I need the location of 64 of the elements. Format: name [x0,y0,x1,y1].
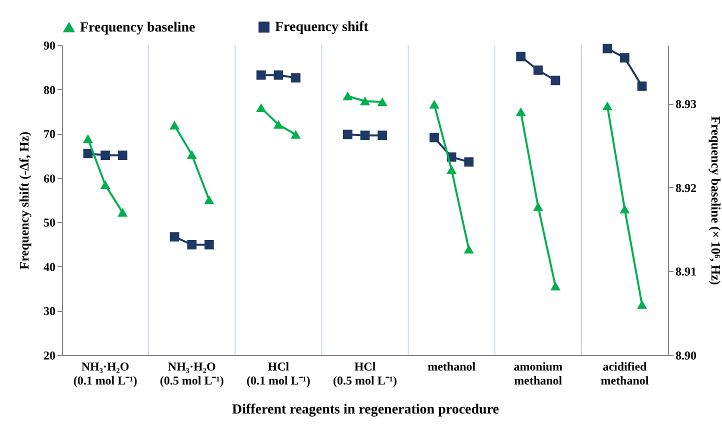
point [602,44,612,54]
point [430,100,439,109]
point [620,205,630,214]
point [550,282,560,290]
y2-tick-label: 8.93 [676,97,696,112]
point [100,150,110,160]
x-tick-label: acidified methanol [600,360,650,388]
x-tick-label: HCl (0.1 mol L⁻¹) [246,360,310,388]
point [274,70,284,80]
point [516,52,526,62]
point [637,300,647,309]
point [378,130,387,140]
point [204,240,214,250]
y-tick-label: 70 [44,127,56,142]
point [464,245,474,254]
point [256,70,266,80]
y-tick-label: 80 [44,82,56,97]
point [100,180,110,190]
y2-axis-title: Frequency baseline (× 10⁶, Hz) [708,116,722,285]
x-tick-label: NH₃·H₂O (0.5 mol L⁻¹) [160,360,224,388]
point [83,134,93,143]
point [170,121,180,130]
point [637,82,647,91]
y-tick-label: 50 [44,216,56,230]
point [533,66,543,75]
point [620,53,630,63]
point [464,157,474,167]
point [256,104,266,112]
y-axis-title: Frequency shift (-Δf, Hz) [16,132,32,270]
y2-tick-label: 8.91 [676,264,696,279]
point [343,130,352,140]
y-tick-label: 30 [44,304,56,318]
x-tick-label: methanol [428,360,476,374]
y-tick-label: 20 [44,348,56,362]
point [446,166,456,174]
point [360,130,370,140]
point [533,202,543,211]
point [291,73,300,82]
point [602,102,612,110]
point [516,108,526,116]
y-tick-label: 40 [44,260,56,274]
x-tick-label: NH₃·H₂O (0.1 mol L⁻¹) [73,360,138,388]
y-tick-label: 90 [44,38,56,52]
point [360,97,370,106]
point [204,196,214,204]
point [118,208,128,217]
point [187,240,197,250]
y2-tick-label: 8.92 [676,180,696,195]
point [187,150,197,159]
point [291,130,300,139]
point [170,232,180,242]
point [378,98,387,106]
x-tick-label: HCl (0.5 mol L⁻¹) [333,360,397,388]
point [274,120,284,129]
y-tick-label: 60 [44,171,56,186]
x-tick-label: amonium methanol [514,360,563,388]
legend-label: Frequency shift [275,20,369,36]
point [430,132,439,142]
point [343,92,352,100]
point [550,76,560,86]
point [118,150,128,160]
legend-label: Frequency baseline [80,20,196,36]
y2-tick-label: 8.90 [676,348,696,362]
x-axis-title: Different reagents in regeneration procedure [232,402,499,418]
